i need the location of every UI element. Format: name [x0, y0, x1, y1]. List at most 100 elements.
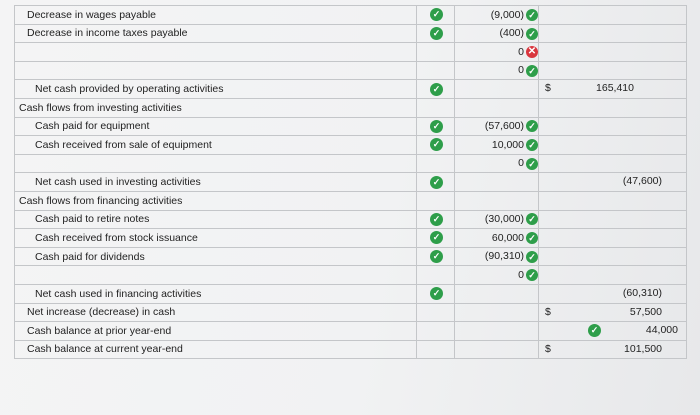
- label-cell[interactable]: Net cash used in investing activities: [14, 172, 417, 192]
- row-label: Cash paid for equipment: [35, 120, 150, 133]
- total-cell[interactable]: $101,500: [538, 339, 687, 360]
- amount-value: (30,000): [484, 213, 524, 226]
- amount-cell[interactable]: [454, 97, 539, 118]
- total-cell[interactable]: (60,310): [538, 283, 687, 304]
- check-circle-icon: ✓: [430, 8, 443, 22]
- row-label: Net increase (decrease) in cash: [27, 306, 176, 319]
- check-circle-icon: ✓: [526, 139, 538, 152]
- amount-cell[interactable]: [454, 302, 539, 323]
- row-label: Cash received from sale of equipment: [35, 138, 212, 151]
- total-value: 44,000: [645, 324, 678, 337]
- section-heading: Cash flows from financing activities: [19, 194, 183, 207]
- total-cell[interactable]: (47,600): [538, 172, 687, 192]
- total-cell[interactable]: [538, 42, 687, 62]
- amount-cell[interactable]: [454, 79, 539, 99]
- currency-symbol: $: [545, 342, 551, 355]
- total-cell[interactable]: [538, 135, 687, 155]
- label-cell[interactable]: Net cash provided by operating activitie…: [14, 79, 417, 99]
- amount-cell[interactable]: (30,000) ✓: [454, 209, 539, 230]
- table-row: Cash paid for equipment ✓ (57,600) ✓: [14, 116, 687, 137]
- label-check-cell: ✓: [416, 209, 455, 230]
- amount-cell[interactable]: 0 ✓: [454, 265, 539, 285]
- label-cell[interactable]: Cash flows from investing activities: [14, 97, 417, 118]
- total-cell[interactable]: [538, 190, 687, 211]
- label-check-cell: ✓: [416, 5, 455, 25]
- label-check-cell: [416, 60, 455, 81]
- label-cell[interactable]: Net cash used in financing activities: [14, 283, 417, 304]
- row-label: Cash received from stock issuance: [35, 231, 198, 244]
- total-cell[interactable]: [538, 116, 687, 137]
- table-row: Cash received from stock issuance ✓ 60,0…: [14, 228, 687, 248]
- label-check-cell: [416, 153, 455, 174]
- check-circle-icon: ✓: [526, 213, 538, 226]
- label-cell[interactable]: Cash received from stock issuance: [14, 228, 417, 248]
- total-cell[interactable]: [538, 209, 687, 230]
- total-cell[interactable]: [538, 60, 687, 81]
- total-value: 165,410: [596, 82, 634, 95]
- total-cell[interactable]: [538, 246, 687, 267]
- check-circle-icon: ✓: [430, 82, 443, 96]
- amount-cell[interactable]: (90,310) ✓: [454, 246, 539, 267]
- label-cell[interactable]: Cash flows from financing activities: [14, 190, 417, 211]
- amount-value: (400): [499, 27, 524, 40]
- label-cell[interactable]: [14, 60, 417, 81]
- total-cell[interactable]: [538, 265, 687, 285]
- label-cell[interactable]: Cash received from sale of equipment: [14, 135, 417, 155]
- label-cell[interactable]: Cash paid to retire notes: [14, 209, 417, 230]
- label-check-cell: [416, 321, 455, 341]
- label-check-cell: ✓: [416, 283, 455, 304]
- section-heading: Cash flows from investing activities: [19, 101, 182, 114]
- amount-cell[interactable]: [454, 321, 539, 341]
- label-cell[interactable]: Cash balance at current year-end: [14, 339, 417, 360]
- label-cell[interactable]: [14, 265, 417, 285]
- check-circle-icon: ✓: [526, 232, 538, 245]
- amount-cell[interactable]: 0 ✕: [454, 42, 539, 62]
- label-cell[interactable]: Cash paid for equipment: [14, 116, 417, 137]
- label-cell[interactable]: Decrease in income taxes payable: [14, 23, 417, 44]
- label-cell[interactable]: [14, 42, 417, 62]
- total-cell[interactable]: $57,500: [538, 302, 687, 323]
- table-row: Net cash used in financing activities ✓ …: [14, 283, 687, 304]
- amount-cell[interactable]: 0 ✓: [454, 153, 539, 174]
- amount-value: (90,310): [484, 250, 524, 263]
- check-circle-icon: ✓: [430, 119, 443, 133]
- amount-cell[interactable]: [454, 339, 539, 360]
- label-check-cell: ✓: [416, 23, 455, 44]
- label-check-cell: ✓: [416, 172, 455, 192]
- amount-cell[interactable]: 0 ✓: [454, 60, 539, 81]
- amount-cell[interactable]: [454, 283, 539, 304]
- amount-cell[interactable]: (400) ✓: [454, 23, 539, 44]
- table-row: Cash received from sale of equipment ✓ 1…: [14, 135, 687, 155]
- table-row: Cash flows from investing activities: [14, 97, 687, 118]
- total-cell[interactable]: [538, 153, 687, 174]
- table-row: 0 ✕: [14, 42, 687, 62]
- label-cell[interactable]: Cash paid for dividends: [14, 246, 417, 267]
- label-cell[interactable]: Decrease in wages payable: [14, 5, 417, 25]
- check-circle-icon: ✓: [526, 120, 538, 133]
- amount-cell[interactable]: 10,000 ✓: [454, 135, 539, 155]
- amount-cell[interactable]: 60,000 ✓: [454, 228, 539, 248]
- amount-value: (57,600): [484, 120, 524, 133]
- check-circle-icon: ✓: [430, 26, 443, 40]
- table-row: 0 ✓: [14, 60, 687, 81]
- amount-value: (9,000): [490, 8, 524, 21]
- total-cell[interactable]: [538, 228, 687, 248]
- total-cell[interactable]: [538, 97, 687, 118]
- label-check-cell: [416, 339, 455, 360]
- amount-cell[interactable]: [454, 190, 539, 211]
- label-check-cell: ✓: [416, 135, 455, 155]
- check-circle-icon: ✓: [526, 250, 538, 263]
- total-cell[interactable]: 44,000: [538, 321, 687, 341]
- total-cell[interactable]: [538, 5, 687, 25]
- amount-cell[interactable]: [454, 172, 539, 192]
- total-cell[interactable]: [538, 23, 687, 44]
- label-cell[interactable]: [14, 153, 417, 174]
- currency-symbol: $: [545, 82, 551, 95]
- amount-cell[interactable]: (57,600) ✓: [454, 116, 539, 137]
- label-cell[interactable]: Cash balance at prior year-end: [14, 321, 417, 341]
- total-cell[interactable]: $165,410: [538, 79, 687, 99]
- amount-cell[interactable]: (9,000) ✓: [454, 5, 539, 25]
- table-row: Net increase (decrease) in cash $57,500: [14, 302, 687, 323]
- label-cell[interactable]: Net increase (decrease) in cash: [14, 302, 417, 323]
